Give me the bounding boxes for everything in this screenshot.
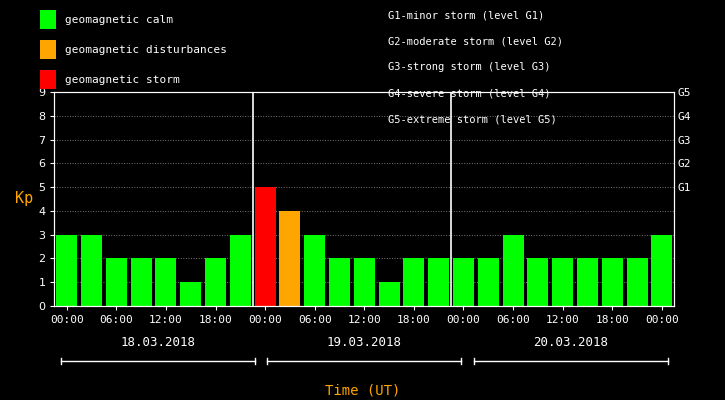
Bar <box>577 258 598 306</box>
Bar <box>181 282 202 306</box>
Bar <box>279 211 300 306</box>
Bar <box>254 187 276 306</box>
Text: 18.03.2018: 18.03.2018 <box>120 336 195 348</box>
Bar <box>552 258 573 306</box>
Bar <box>354 258 375 306</box>
Text: G1-minor storm (level G1): G1-minor storm (level G1) <box>388 10 544 20</box>
Text: G4-severe storm (level G4): G4-severe storm (level G4) <box>388 88 550 98</box>
Bar <box>527 258 548 306</box>
Bar <box>230 235 251 306</box>
Bar <box>378 282 399 306</box>
Bar <box>81 235 102 306</box>
Bar <box>106 258 127 306</box>
Text: G3-strong storm (level G3): G3-strong storm (level G3) <box>388 62 550 72</box>
Text: Time (UT): Time (UT) <box>325 383 400 397</box>
Bar <box>502 235 523 306</box>
Bar <box>602 258 623 306</box>
Text: 19.03.2018: 19.03.2018 <box>327 336 402 348</box>
Bar <box>205 258 226 306</box>
Bar <box>626 258 647 306</box>
Bar <box>57 235 78 306</box>
Bar <box>329 258 350 306</box>
Text: G2-moderate storm (level G2): G2-moderate storm (level G2) <box>388 36 563 46</box>
Text: 20.03.2018: 20.03.2018 <box>534 336 608 348</box>
Text: geomagnetic storm: geomagnetic storm <box>65 74 179 85</box>
Bar <box>304 235 326 306</box>
Text: geomagnetic disturbances: geomagnetic disturbances <box>65 45 226 55</box>
Bar <box>155 258 176 306</box>
Text: geomagnetic calm: geomagnetic calm <box>65 15 173 25</box>
Bar <box>130 258 152 306</box>
Bar <box>478 258 499 306</box>
Y-axis label: Kp: Kp <box>15 192 33 206</box>
Bar <box>651 235 672 306</box>
Bar <box>403 258 424 306</box>
Text: G5-extreme storm (level G5): G5-extreme storm (level G5) <box>388 114 557 124</box>
Bar <box>428 258 450 306</box>
Bar <box>453 258 474 306</box>
